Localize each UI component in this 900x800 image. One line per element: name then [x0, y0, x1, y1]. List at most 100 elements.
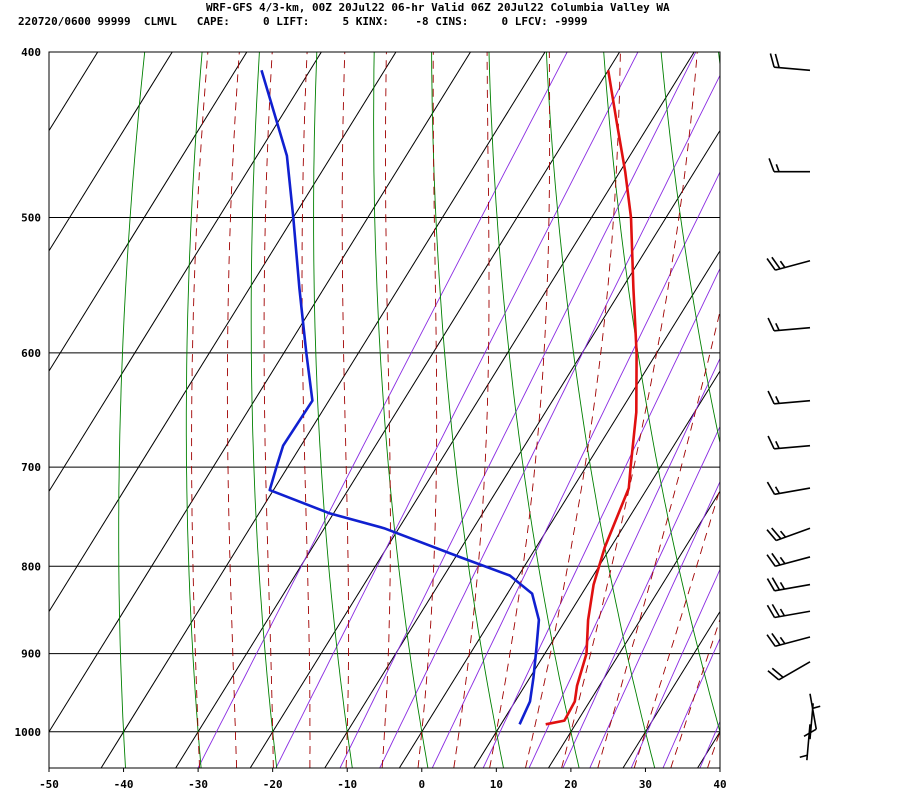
wind-barb-staff	[775, 527, 811, 542]
dry-adiabat-line	[118, 52, 146, 768]
dry-adiabat-line	[776, 52, 900, 768]
wind-barb	[767, 390, 811, 405]
wind-barb-staff	[809, 703, 814, 740]
pressure-tick-label: 600	[21, 347, 41, 360]
wind-barb-staff	[775, 556, 811, 568]
wind-barb-feather	[799, 754, 808, 759]
plot-frame	[48, 51, 721, 769]
moist-adiabat-line	[597, 309, 720, 768]
dry-adiabat-line	[488, 52, 580, 768]
wind-barb-feather	[775, 396, 780, 404]
isotherm-line	[100, 52, 546, 768]
wind-barb-staff	[774, 610, 811, 619]
isotherm-line	[49, 52, 322, 493]
mixing-ratio-line	[275, 52, 639, 768]
wind-barb-staff	[775, 636, 811, 648]
wind-barb-staff	[778, 661, 811, 681]
wind-barb-feather	[766, 481, 776, 495]
wind-barb-feather	[779, 608, 786, 617]
wind-barb	[767, 317, 811, 332]
temperature-tick-label: -10	[337, 778, 357, 791]
wind-barb-staff	[774, 326, 811, 332]
wind-barb	[768, 158, 810, 173]
dry-adiabat-line	[603, 52, 720, 734]
wind-barb-feather	[767, 390, 775, 405]
moist-adiabat-line	[525, 52, 621, 768]
wind-barb	[766, 256, 811, 271]
temperature-tick-label: 40	[713, 778, 726, 791]
dry-adiabat-line	[718, 52, 720, 69]
isotherm-line	[249, 52, 695, 768]
temperature-profile	[545, 70, 638, 726]
wind-barb-staff	[774, 399, 811, 405]
mixing-ratio-line	[589, 480, 720, 768]
pressure-tick-label: 400	[21, 46, 41, 59]
isotherm-line	[49, 52, 397, 613]
mixing-ratio-line	[197, 52, 568, 768]
isotherm-line	[0, 52, 23, 768]
dry-adiabat-line	[660, 52, 720, 446]
mixing-ratio-line	[339, 52, 697, 768]
wind-barb-staff	[774, 487, 811, 496]
wind-barb-feather	[766, 529, 777, 542]
wind-barb-feather	[771, 667, 784, 678]
mixing-ratio-line	[379, 74, 720, 768]
wind-barb	[766, 527, 811, 542]
wind-barb-feather	[766, 604, 776, 618]
moist-adiabat-line	[633, 487, 720, 768]
wind-barb	[767, 661, 811, 681]
wind-barb-staff	[774, 66, 811, 72]
wind-barb-feather	[779, 581, 786, 590]
dry-adiabat-line	[373, 52, 429, 768]
wind-barb-staff	[775, 260, 811, 271]
moist-adiabat-line	[191, 52, 209, 768]
pressure-tick-label: 1000	[15, 726, 42, 739]
dry-adiabat-line	[431, 52, 504, 768]
moist-adiabat-line	[561, 52, 698, 768]
isotherm-line	[324, 129, 720, 768]
wind-barb-feather	[771, 256, 781, 270]
moist-adiabat-line	[301, 52, 311, 768]
dry-adiabat-line	[545, 52, 656, 768]
wind-barb	[766, 603, 811, 619]
wind-barb-staff	[774, 444, 811, 450]
wind-barb	[767, 435, 811, 450]
wind-barb-staff	[806, 724, 811, 761]
wind-barb-feather	[766, 578, 776, 592]
wind-barb-feather	[779, 260, 786, 268]
isotherm-line	[49, 52, 471, 733]
wind-barb-feather	[771, 632, 781, 646]
wind-barb-feather	[767, 435, 775, 450]
dry-adiabat-line	[833, 52, 900, 768]
temperature-tick-label: 0	[418, 778, 425, 791]
wind-barb-staff	[774, 583, 811, 592]
wind-barb-feather	[774, 486, 781, 494]
moist-adiabat-line	[417, 52, 438, 768]
sounding-indices: 220720/0600 99999 CLMVL CAPE: 0 LIFT: 5 …	[18, 15, 588, 28]
isotherm-line	[49, 52, 248, 372]
pressure-tick-label: 800	[21, 560, 41, 573]
mixing-ratio-line	[528, 357, 720, 768]
pressure-tick-label: 700	[21, 461, 41, 474]
dry-adiabat-line	[891, 52, 900, 768]
isotherm-line	[175, 52, 621, 768]
isotherm-line	[622, 610, 720, 768]
moist-adiabat-line	[670, 617, 720, 768]
wind-barb	[766, 481, 811, 496]
moist-adiabat-line	[263, 52, 274, 768]
dry-adiabat-line	[313, 52, 353, 768]
temperature-tick-label: -40	[114, 778, 134, 791]
isotherm-line	[473, 370, 720, 768]
moist-adiabat-line	[707, 730, 720, 768]
mixing-ratio-line	[482, 267, 720, 768]
wind-barb	[799, 724, 811, 761]
wind-barb-feather	[768, 158, 775, 172]
wind-barb-feather	[774, 53, 780, 68]
wind-barb-feather	[766, 258, 776, 271]
wind-barb-feather	[779, 636, 786, 645]
wind-barb	[766, 577, 811, 592]
pressure-tick-label: 900	[21, 648, 41, 661]
wind-barb	[809, 703, 821, 740]
wind-barb-feather	[812, 705, 821, 710]
